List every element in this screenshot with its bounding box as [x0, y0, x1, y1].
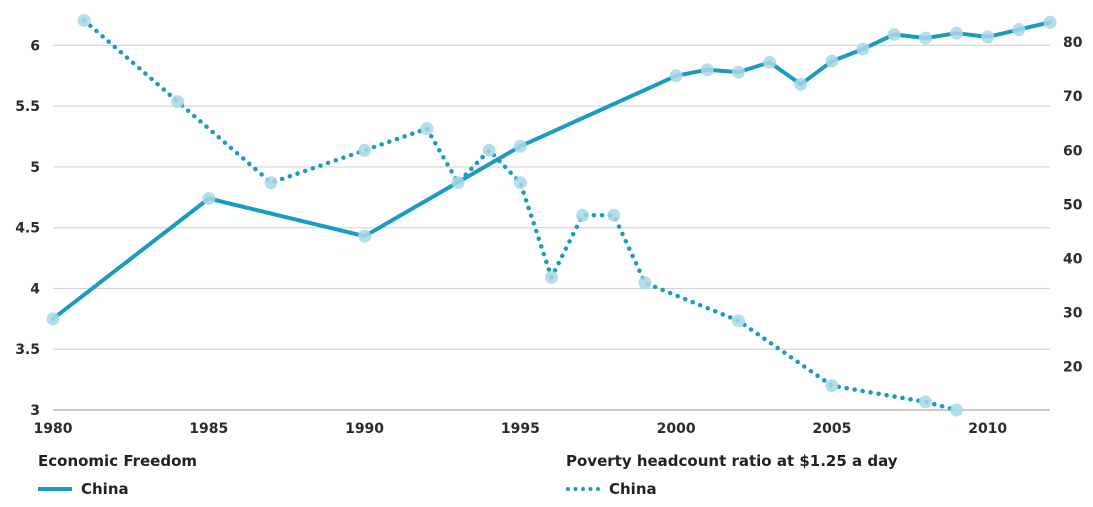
series-line-poverty	[81, 18, 959, 413]
data-point-poverty	[451, 176, 465, 190]
data-point-economic-freedom	[825, 54, 839, 68]
y-right-tick-label: 60	[1063, 143, 1083, 159]
data-point-poverty	[358, 143, 372, 157]
data-point-economic-freedom	[950, 26, 964, 40]
data-point-economic-freedom	[856, 42, 870, 56]
y-right-tick-label: 40	[1063, 251, 1083, 267]
legend-entry-poverty-china: China	[566, 480, 657, 498]
data-point-economic-freedom	[918, 31, 932, 45]
y-left-tick-label: 3.5	[15, 342, 40, 358]
x-tick-label: 2000	[657, 421, 696, 437]
y-left-tick-label: 4	[30, 281, 40, 297]
y-left-tick-label: 5	[30, 160, 40, 176]
data-point-economic-freedom	[202, 192, 216, 206]
data-point-economic-freedom	[1043, 15, 1057, 29]
data-point-poverty	[482, 143, 496, 157]
data-point-poverty	[825, 379, 839, 393]
data-point-poverty	[607, 208, 621, 222]
y-left-tick-label: 6	[30, 38, 40, 54]
data-point-economic-freedom	[358, 229, 372, 243]
data-point-poverty	[513, 176, 527, 190]
data-point-poverty	[264, 176, 278, 190]
x-tick-label: 1980	[34, 421, 73, 437]
y-right-tick-label: 80	[1063, 35, 1083, 51]
y-right-tick-label: 50	[1063, 197, 1083, 213]
legend-title-economic-freedom: Economic Freedom	[38, 452, 198, 470]
legend-swatch-solid	[38, 487, 72, 491]
y-right-tick-label: 70	[1063, 89, 1083, 105]
legend-entry-economic-freedom-china: China	[38, 480, 129, 498]
data-point-economic-freedom	[46, 312, 60, 326]
y-left-tick-label: 5.5	[15, 99, 40, 115]
data-point-economic-freedom	[731, 65, 745, 79]
data-point-economic-freedom	[513, 139, 527, 153]
data-point-economic-freedom	[669, 69, 683, 83]
y-right-tick-label: 20	[1063, 360, 1083, 376]
legend-title-poverty: Poverty headcount ratio at $1.25 a day	[566, 452, 898, 470]
x-tick-label: 2010	[968, 421, 1007, 437]
data-point-poverty	[545, 270, 558, 284]
data-point-poverty	[731, 314, 745, 328]
data-point-economic-freedom	[981, 30, 995, 44]
data-point-economic-freedom	[794, 77, 808, 91]
x-tick-label: 1985	[189, 421, 228, 437]
legend-label: China	[609, 480, 657, 498]
data-point-poverty	[77, 13, 91, 27]
legend-swatch-dotted	[566, 487, 600, 491]
data-point-poverty	[638, 276, 652, 290]
x-tick-label: 1990	[345, 421, 384, 437]
x-tick-label: 2005	[812, 421, 851, 437]
data-point-economic-freedom	[1012, 23, 1026, 37]
data-point-poverty	[576, 208, 590, 222]
x-tick-label: 1995	[501, 421, 540, 437]
data-point-poverty	[950, 403, 964, 417]
data-point-economic-freedom	[887, 27, 901, 41]
y-left-tick-label: 4.5	[15, 221, 40, 237]
data-point-poverty	[918, 395, 932, 409]
data-point-poverty	[420, 122, 434, 136]
y-left-tick-label: 3	[30, 403, 40, 419]
data-point-economic-freedom	[700, 63, 714, 77]
legend-label: China	[81, 480, 129, 498]
data-point-economic-freedom	[763, 55, 777, 69]
data-point-poverty	[171, 95, 185, 109]
y-right-tick-label: 30	[1063, 306, 1083, 322]
